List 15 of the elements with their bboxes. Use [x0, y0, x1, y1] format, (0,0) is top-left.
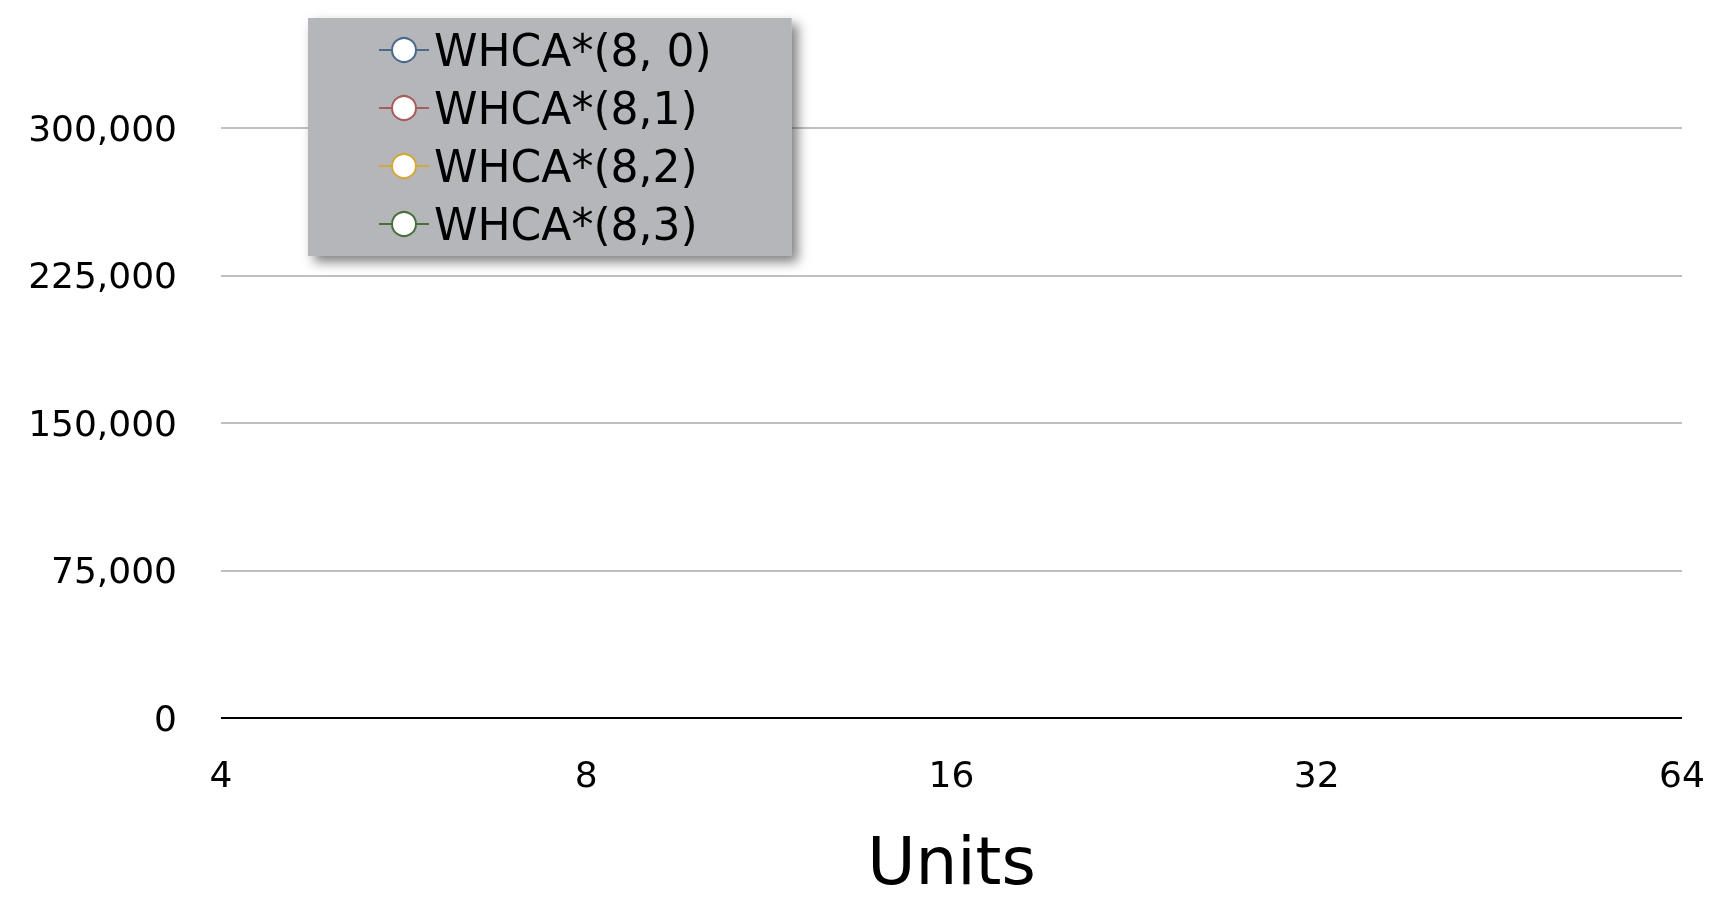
y-tick-label: 75,000: [51, 550, 177, 591]
legend-label: WHCA*(8, 0): [434, 24, 712, 76]
x-tick-label: 32: [1293, 753, 1340, 795]
legend-label: WHCA*(8,3): [434, 198, 698, 250]
y-tick-label: 225,000: [28, 255, 177, 296]
legend-label: WHCA*(8,2): [434, 140, 698, 192]
x-tick-label: 8: [574, 753, 598, 795]
y-tick-label: 300,000: [28, 107, 177, 149]
y-tick-label: 150,000: [28, 402, 177, 444]
x-tick-label: 64: [1659, 753, 1705, 795]
x-axis-title: Units: [867, 822, 1036, 900]
legend-label: WHCA*(8,1): [434, 82, 698, 134]
x-tick-label: 4: [209, 753, 233, 795]
x-tick-label: 16: [928, 753, 975, 795]
y-tick-label: 0: [154, 697, 177, 739]
